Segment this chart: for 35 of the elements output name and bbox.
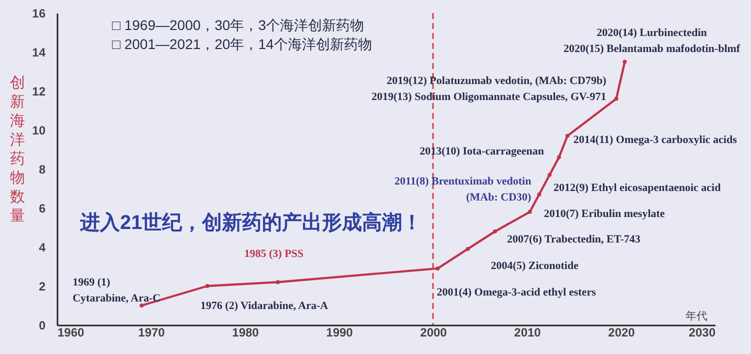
y-tick-label: 6 xyxy=(38,202,46,216)
annotation: 2007(6) Trabectedin, ET-743 xyxy=(507,233,641,246)
annotation: 1985 (3) PSS xyxy=(244,248,304,260)
y-tick-label: 16 xyxy=(32,6,46,20)
x-tick-label: 1980 xyxy=(232,326,260,340)
annotation: 2019(12) Polatuzumab vedotin, (MAb: CD79b) 2019(13) Sodium Oligomannate Capsules, GV-971 xyxy=(372,74,607,103)
annotation: 2012(9) Ethyl eicosapentaenoic acid xyxy=(554,182,721,194)
annotation: □ 2001—2021，20年，14个海洋创新药物 xyxy=(112,36,372,52)
annotation: 2013(10) Iota-carrageenan xyxy=(420,145,544,158)
annotation: 2010(7) Eribulin mesylate xyxy=(544,208,665,220)
y-tick-label: 10 xyxy=(32,124,46,138)
y-tick-label: 2 xyxy=(38,280,46,294)
x-tick-label: 2000 xyxy=(420,326,448,340)
x-tick-label: 2030 xyxy=(688,326,716,340)
x-tick-label: 1970 xyxy=(138,326,166,340)
y-tick-label: 8 xyxy=(38,162,46,176)
x-tick-label: 2020 xyxy=(608,326,636,340)
annotation: □ 1969—2000，30年，3个海洋创新药物 xyxy=(112,17,364,33)
y-tick-label: 14 xyxy=(32,46,46,60)
annotation: 2020(14) Lurbinectedin 2020(15) Belantamab mafodotin-blmf xyxy=(563,26,740,55)
x-tick-label: 1960 xyxy=(58,326,85,340)
annotation: 2001(4) Omega-3-acid ethyl esters xyxy=(436,286,597,298)
annotation: 进入21世纪，创新药的产出形成高潮！ xyxy=(79,211,422,234)
y-tick-label: 12 xyxy=(32,84,46,98)
y-tick-label: 4 xyxy=(38,240,46,254)
x-axis-title: 年代 xyxy=(686,310,708,322)
annotation: 2004(5) Ziconotide xyxy=(490,260,579,272)
y-axis-title: 创新海洋药物数量 xyxy=(10,74,25,224)
annotation: 2014(11) Omega-3 carboxylic acids xyxy=(573,134,738,146)
annotation: 1976 (2) Vidarabine, Ara-A xyxy=(200,300,328,312)
annotation: 1969 (1) Cytarabine, Ara-C xyxy=(72,276,161,304)
x-tick-label: 1990 xyxy=(326,326,354,340)
annotation: 2011(8) Brentuximab vedotin (MAb: CD30) xyxy=(394,175,532,204)
x-tick-label: 2010 xyxy=(514,326,542,340)
y-tick-label: 0 xyxy=(38,318,46,332)
